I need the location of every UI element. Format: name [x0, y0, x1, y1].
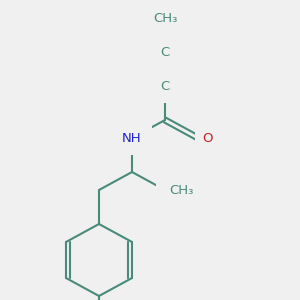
Text: C: C — [160, 80, 169, 92]
Text: CH₃: CH₃ — [153, 11, 177, 25]
Text: CH₃: CH₃ — [169, 184, 194, 196]
Text: C: C — [160, 46, 169, 59]
Text: O: O — [202, 131, 212, 145]
Text: NH: NH — [122, 131, 142, 145]
